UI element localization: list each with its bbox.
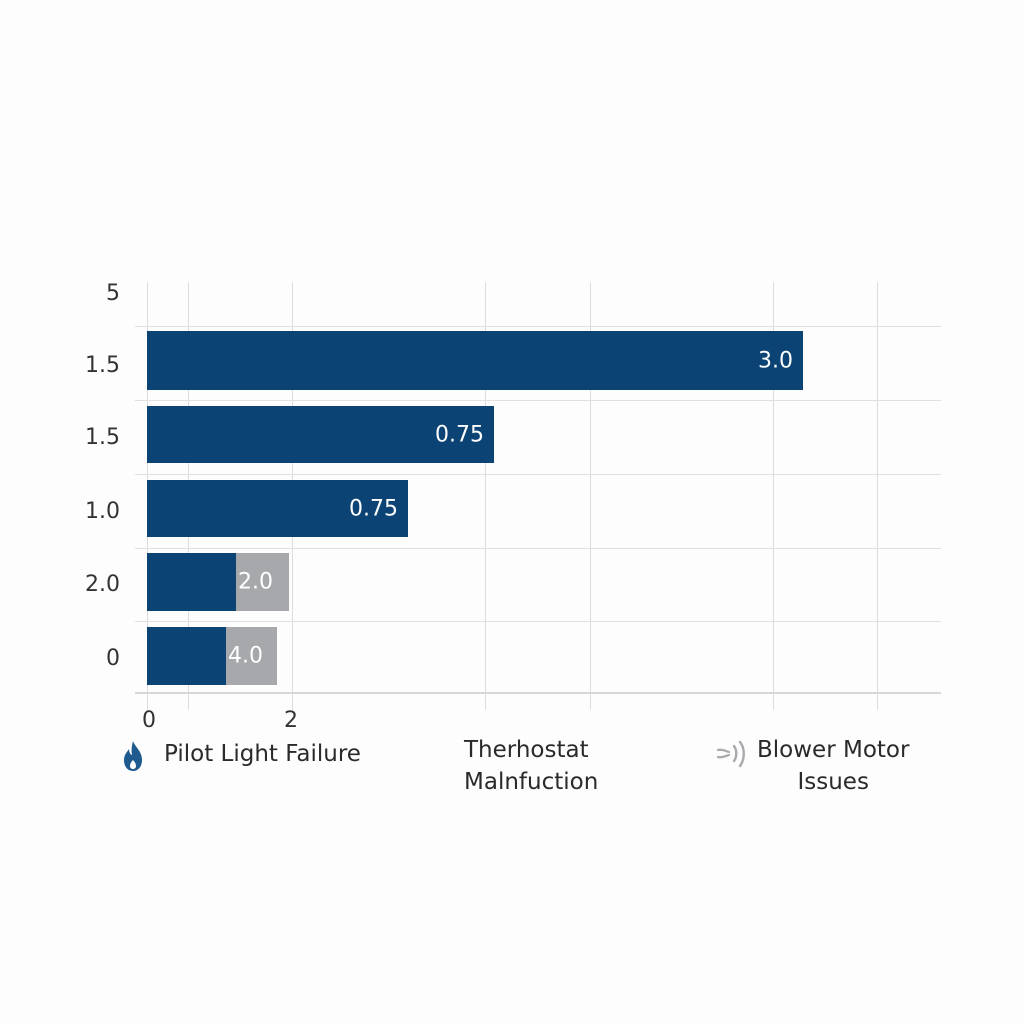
bar-segment-primary: 3.0 <box>147 331 803 390</box>
airflow-icon <box>715 737 749 771</box>
bar-row-4: 2.0 <box>147 553 289 611</box>
bar-segment-primary <box>147 627 226 685</box>
legend-label-line: Malnfuction <box>464 769 599 795</box>
y-tick-label: 0 <box>106 646 120 671</box>
bar-row-1: 3.0 <box>147 331 803 390</box>
gridline-vertical <box>485 282 486 710</box>
y-tick-label: 1.5 <box>85 425 120 450</box>
bar-segment-primary: 0.75 <box>147 480 408 537</box>
bar-value-label: 2.0 <box>238 569 273 595</box>
legend-label-pilot-light-failure: Pilot Light Failure <box>164 741 361 767</box>
bar-value-label: 0.75 <box>349 496 398 521</box>
y-tick-label: 5 <box>106 281 120 306</box>
legend-label-line: Issues <box>797 769 869 795</box>
bar-segment-secondary: 4.0 <box>226 627 277 685</box>
legend-label-blower-motor-issues: Blower Motor Issues <box>757 734 909 798</box>
bar-row-2: 0.75 <box>147 406 494 463</box>
bar-value-label: 0.75 <box>435 422 484 447</box>
x-tick-label: 2 <box>284 708 298 733</box>
y-tick-label: 1.0 <box>85 499 120 524</box>
y-tick-label: 1.5 <box>85 353 120 378</box>
bar-row-5: 4.0 <box>147 627 277 685</box>
bar-value-label: 4.0 <box>228 643 263 669</box>
bar-segment-primary <box>147 553 236 611</box>
y-tick-label: 2.0 <box>85 572 120 597</box>
gridline-horizontal <box>135 621 941 622</box>
legend-label-line: Blower Motor <box>757 737 910 763</box>
gridline-vertical <box>590 282 591 710</box>
legend-label-line: Therhostat <box>464 737 589 763</box>
x-axis-line <box>135 692 941 694</box>
bar-value-label: 3.0 <box>758 348 793 373</box>
flame-icon <box>121 740 145 772</box>
gridline-horizontal <box>135 400 941 401</box>
gridline-horizontal <box>135 548 941 549</box>
bar-segment-secondary: 2.0 <box>236 553 289 611</box>
x-tick-label: 0 <box>142 708 156 733</box>
legend-label-thermostat-malfunction: Therhostat Malnfuction <box>464 734 598 798</box>
gridline-horizontal <box>135 326 941 327</box>
gridline-vertical <box>877 282 878 710</box>
bar-row-3: 0.75 <box>147 480 408 537</box>
gridline-horizontal <box>135 474 941 475</box>
gridline-vertical <box>773 282 774 710</box>
bar-segment-primary: 0.75 <box>147 406 494 463</box>
